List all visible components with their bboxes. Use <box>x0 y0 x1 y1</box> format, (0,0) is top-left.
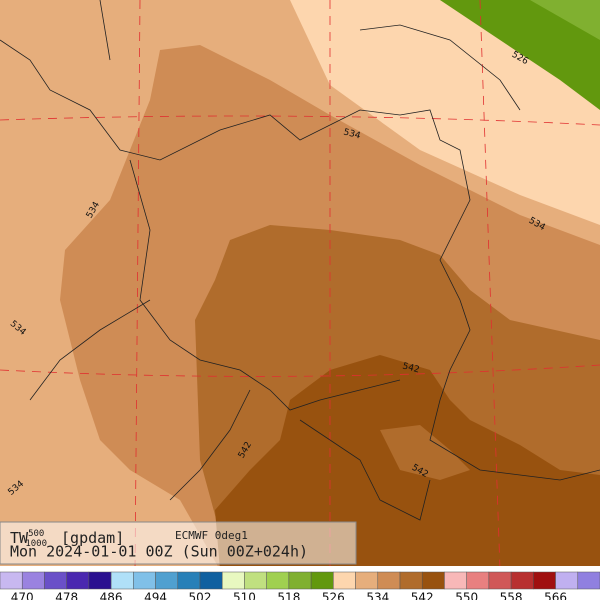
info-time: Mon 2024-01-01 00Z (Sun 00Z+024h) <box>10 543 308 561</box>
colorbar-label: 494 <box>144 591 167 600</box>
info-model: ECMWF 0deg1 <box>175 529 248 542</box>
colorbar-swatch <box>199 571 223 590</box>
colorbar-swatch <box>355 571 379 590</box>
field <box>290 0 600 225</box>
colorbar-swatch <box>377 571 401 590</box>
colorbar-swatch <box>133 571 156 590</box>
colorbar-label: 550 <box>455 591 478 600</box>
colorbar-label: 526 <box>322 591 345 600</box>
colorbar-swatch <box>310 571 334 590</box>
border <box>0 39 600 481</box>
colorbar-label: 502 <box>189 591 212 600</box>
colorbar-swatch <box>466 571 490 590</box>
border <box>29 0 521 521</box>
colorbar-swatch <box>66 571 90 590</box>
colorbar-swatch <box>0 571 23 590</box>
field <box>440 0 600 110</box>
colorbar-swatch <box>444 571 467 590</box>
colorbar-swatch <box>488 571 512 590</box>
colorbar-label: 566 <box>544 591 567 600</box>
colorbar-swatch <box>510 571 534 590</box>
colorbar-label: 510 <box>233 591 256 600</box>
colorbar-swatch <box>577 571 600 590</box>
colorbar-swatch <box>421 571 445 590</box>
colorbar-swatch <box>88 571 112 590</box>
colorbar-swatch <box>399 571 423 590</box>
colorbar-swatch <box>110 571 134 590</box>
colorbar-label: 478 <box>55 591 78 600</box>
field <box>530 0 600 40</box>
colorbar-label: 486 <box>100 591 123 600</box>
colorbar-swatch <box>288 571 312 590</box>
colorbar-swatch <box>266 571 290 590</box>
field <box>380 425 470 480</box>
colorbar-label: 470 <box>11 591 34 600</box>
map <box>0 0 600 571</box>
colorbar-swatch <box>155 571 179 590</box>
colorbar-label: 534 <box>366 591 389 600</box>
info-box: TW500 1000 [gpdam] ECMWF 0deg1 Mon 2024-01… <box>0 521 357 565</box>
colorbar-label: 542 <box>411 591 434 600</box>
colorbar-label: 558 <box>500 591 523 600</box>
info-panel <box>0 521 357 565</box>
colorbar-swatch <box>177 571 201 590</box>
contour-label: 542 <box>401 361 420 375</box>
colorbar-swatch <box>555 571 579 590</box>
contour-label: 534 <box>342 127 361 141</box>
colorbar-swatch <box>221 571 245 590</box>
colorbar-swatch <box>21 571 45 590</box>
colorbar-swatch <box>333 571 356 590</box>
colorbar-swatch <box>533 571 556 590</box>
colorbar: 470 478 486 494 502 510 518 526 534 542 550 558 566 <box>0 566 600 600</box>
colorbar-swatch <box>244 571 267 590</box>
info-title: TW500 1000 [gpdam] <box>10 529 124 549</box>
colorbar-label: 518 <box>277 591 300 600</box>
colorbar-swatch <box>44 571 67 590</box>
